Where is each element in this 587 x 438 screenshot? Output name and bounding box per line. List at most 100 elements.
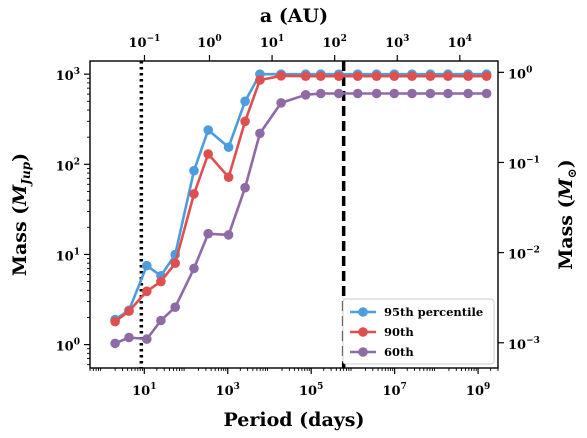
data-point [334, 88, 344, 99]
data-point [110, 316, 120, 327]
tick-base: 10 [56, 340, 74, 355]
right-tick-label: 10−2 [508, 246, 540, 263]
data-point [170, 258, 180, 269]
tick-base: 10 [216, 384, 234, 399]
data-point [124, 332, 134, 343]
legend-item: 90th [350, 325, 414, 339]
data-point [389, 71, 400, 81]
x-tick-label: 103 [216, 382, 240, 399]
tick-exponent: 1 [150, 382, 156, 392]
tick-base: 10 [385, 36, 403, 51]
tick-base: 10 [56, 249, 74, 264]
tick-exponent: −1 [526, 155, 540, 165]
legend-item: 95th percentile [350, 305, 483, 319]
y-tick-label: 101 [56, 247, 80, 264]
data-point [425, 88, 436, 99]
data-point [463, 88, 474, 99]
tick-exponent: 3 [74, 67, 80, 77]
tick-base: 10 [466, 384, 484, 399]
series-line [114, 74, 487, 323]
top-tick-label: 102 [322, 34, 346, 51]
x-tick-label: 109 [466, 382, 490, 399]
data-point [481, 71, 492, 81]
tick-base: 10 [197, 36, 215, 51]
data-point [156, 276, 166, 287]
data-point [240, 96, 250, 107]
legend-label: 90th [384, 325, 414, 339]
data-point [189, 189, 199, 199]
data-point [189, 263, 199, 274]
tick-exponent: 3 [403, 34, 409, 44]
series-layer [110, 69, 492, 349]
data-point [443, 71, 453, 81]
data-point [300, 90, 311, 100]
tick-exponent: 1 [278, 34, 284, 44]
data-point [407, 71, 417, 81]
tick-base: 10 [322, 36, 340, 51]
tick-exponent: 2 [341, 34, 347, 44]
data-point [170, 302, 180, 313]
data-point [240, 182, 250, 193]
tick-exponent: 5 [317, 382, 323, 392]
data-point [203, 149, 213, 159]
tick-base: 10 [508, 338, 526, 353]
data-point [203, 125, 213, 135]
top-tick-label: 101 [260, 34, 284, 51]
series-line [114, 72, 487, 321]
tick-exponent: 7 [401, 382, 407, 392]
tick-exponent: 0 [526, 65, 532, 75]
series-line [114, 92, 487, 345]
legend-swatch-marker [358, 307, 368, 317]
x-axis-title: Period (days) [224, 409, 365, 431]
tick-base: 10 [56, 69, 74, 84]
data-point [300, 71, 311, 81]
right-tick-label: 100 [508, 65, 532, 82]
data-point [223, 172, 234, 182]
data-point [407, 88, 417, 99]
tick-exponent: 0 [215, 34, 221, 44]
data-point [389, 88, 400, 99]
data-point [142, 260, 152, 271]
data-point [223, 142, 234, 152]
data-point [371, 88, 382, 99]
tick-base: 10 [299, 384, 317, 399]
data-point [463, 71, 474, 81]
legend-item: 60th [350, 345, 414, 359]
data-point [255, 128, 265, 139]
data-point [481, 88, 492, 99]
legend: 95th percentile 90th 60th [342, 298, 495, 365]
data-point [352, 71, 363, 81]
tick-base: 10 [132, 384, 150, 399]
tick-exponent: 1 [74, 247, 80, 257]
data-point [334, 71, 344, 81]
data-point [223, 230, 234, 240]
top-tick-label: 100 [197, 34, 221, 51]
data-point [371, 71, 382, 81]
data-point [276, 98, 286, 108]
y-tick-label: 103 [56, 67, 80, 84]
y-axis-title-right: Mass (M⊙) [555, 159, 579, 269]
x-tick-label: 101 [132, 382, 156, 399]
legend-box [342, 298, 495, 365]
y-tick-label: 102 [56, 157, 80, 174]
tick-base: 10 [56, 159, 74, 174]
tick-exponent: −2 [526, 246, 540, 256]
tick-exponent: 0 [74, 338, 80, 348]
x-tick-label: 105 [299, 382, 323, 399]
top-tick-label: 104 [448, 34, 472, 51]
tick-base: 10 [129, 36, 147, 51]
tick-exponent: −1 [147, 34, 161, 44]
legend-label: 95th percentile [384, 305, 483, 319]
tick-base: 10 [260, 36, 278, 51]
data-point [276, 71, 286, 81]
data-point [124, 306, 134, 316]
data-point [425, 71, 436, 81]
y-axis-title-left: Mass (MJup) [9, 153, 33, 276]
data-point [142, 286, 152, 297]
data-point [240, 116, 250, 127]
data-point [189, 165, 199, 176]
tick-exponent: 4 [466, 34, 472, 44]
